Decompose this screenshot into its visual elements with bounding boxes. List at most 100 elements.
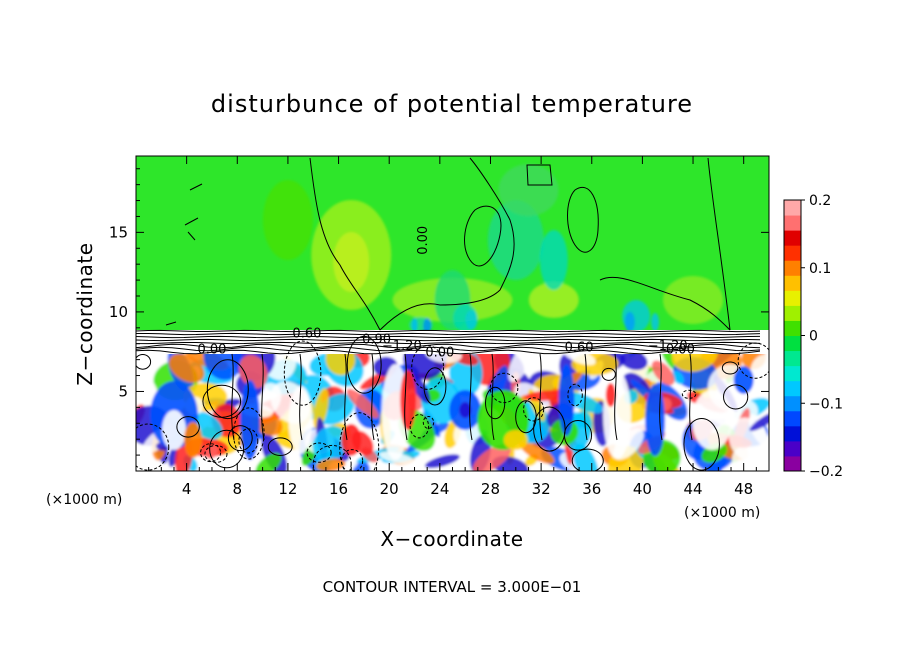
lower-contour bbox=[533, 406, 566, 452]
turbulence-structure bbox=[288, 386, 313, 454]
contour-label: 0.00 bbox=[416, 226, 431, 255]
turbulence-cell bbox=[136, 368, 160, 412]
inversion-contour bbox=[136, 332, 761, 336]
colorbar-swatch bbox=[784, 230, 801, 246]
contour-labels: 0.000.600.600.00 0.00−1.20 −1.200.000.90 bbox=[197, 226, 694, 361]
x-unit-label: (×1000 m) bbox=[684, 505, 760, 521]
lower-contour bbox=[283, 340, 322, 406]
plot-area: 0.000.600.600.00 0.00−1.20 −1.200.000.90 bbox=[136, 156, 769, 471]
inversion-contour bbox=[136, 349, 761, 355]
lower-contour bbox=[346, 335, 382, 394]
lower-contour bbox=[683, 417, 720, 471]
y-tick-label: 5 bbox=[118, 382, 128, 400]
contour-label: 0.00 bbox=[197, 342, 226, 357]
small-contour bbox=[165, 183, 203, 326]
lower-contour bbox=[411, 344, 445, 390]
colorbar-tick-label: 0.1 bbox=[809, 261, 831, 277]
lower-contour bbox=[423, 367, 447, 406]
turbulence-cell bbox=[672, 370, 684, 385]
turbulence-cell bbox=[450, 354, 479, 366]
colorbar-swatch bbox=[784, 410, 801, 427]
contour-label: −1.20 bbox=[382, 339, 422, 354]
x-axis: 4 8 12 16 20 24 28 32 36 40 44 48 bbox=[148, 156, 757, 498]
inversion-contour bbox=[136, 343, 761, 349]
contour-label: 0.60 bbox=[565, 341, 594, 356]
upper-blob bbox=[663, 276, 724, 324]
y-tick-label: 15 bbox=[109, 223, 128, 241]
lower-contour bbox=[136, 423, 170, 471]
turbulence-cell bbox=[313, 388, 329, 430]
turbulence-structure bbox=[239, 380, 260, 460]
x-tick-label: 36 bbox=[582, 480, 601, 498]
turbulence-structure bbox=[503, 430, 528, 450]
turbulence-cell bbox=[403, 354, 447, 380]
colorbar-swatch bbox=[784, 260, 801, 276]
zero-contour bbox=[309, 157, 731, 331]
colorbar-tick-label: −0.1 bbox=[809, 396, 843, 412]
lower-contour bbox=[737, 342, 769, 379]
colorbar-tick-label: 0 bbox=[809, 329, 818, 345]
turbulence-structure bbox=[645, 384, 666, 456]
lower-contour bbox=[681, 389, 697, 399]
lower-contour bbox=[723, 384, 749, 410]
turbulence-structure bbox=[400, 370, 417, 430]
lower-contour bbox=[523, 397, 545, 422]
x-tick-label: 28 bbox=[481, 480, 500, 498]
x-tick-label: 32 bbox=[532, 480, 551, 498]
turbulence-cell bbox=[255, 453, 282, 471]
turbulence-cell bbox=[472, 444, 512, 471]
upper-blob bbox=[465, 310, 478, 330]
colorbar-swatch bbox=[784, 335, 801, 352]
contour-label: −1.20 bbox=[648, 339, 688, 354]
turbulence-cell bbox=[659, 354, 677, 371]
colorbar-swatch bbox=[784, 215, 801, 231]
turbulence-structure bbox=[605, 383, 616, 407]
zero-contour bbox=[526, 164, 553, 186]
upper-blob bbox=[333, 232, 370, 292]
lower-contour bbox=[209, 429, 245, 469]
lower-contour bbox=[584, 353, 588, 441]
lower-contour bbox=[339, 412, 380, 471]
lower-contour bbox=[312, 444, 352, 471]
x-axis-label: X−coordinate bbox=[380, 527, 523, 551]
lower-contour bbox=[371, 353, 375, 441]
lower-contour bbox=[409, 414, 430, 439]
turbulence-structure bbox=[733, 366, 754, 394]
colorbar-swatch bbox=[784, 455, 801, 472]
lower-contour bbox=[231, 353, 235, 441]
lower-contour bbox=[614, 353, 618, 441]
lower-contour bbox=[567, 383, 583, 407]
turbulence-cell bbox=[168, 354, 205, 383]
contour-interval-note: CONTOUR INTERVAL = 3.000E−01 bbox=[323, 578, 582, 596]
upper-blob bbox=[528, 282, 579, 318]
lower-features bbox=[136, 354, 769, 471]
colorbar-swatch bbox=[784, 365, 801, 382]
inversion-contour bbox=[136, 338, 761, 342]
upper-blob bbox=[487, 200, 544, 280]
zero-contour bbox=[464, 205, 502, 267]
turbulence-structure bbox=[603, 371, 632, 459]
lower-contour bbox=[206, 359, 249, 420]
upper-features bbox=[262, 164, 724, 334]
colorbar-tick-label: 0.2 bbox=[809, 193, 831, 209]
x-tick-label: 12 bbox=[278, 480, 297, 498]
x-tick-label: 48 bbox=[734, 480, 753, 498]
colorbar: 0.2 0.1 0 −0.1 −0.2 bbox=[783, 193, 843, 480]
y-unit-label: (×1000 m) bbox=[46, 492, 122, 508]
lower-contour bbox=[571, 448, 604, 471]
turbulence-cell bbox=[651, 360, 675, 386]
lower-contour bbox=[176, 416, 200, 438]
upper-blob bbox=[411, 318, 418, 332]
lower-contour bbox=[491, 353, 495, 441]
zero-contour bbox=[567, 187, 599, 253]
lower-contour bbox=[344, 353, 348, 441]
inversion-contour bbox=[136, 335, 761, 339]
lower-contour bbox=[404, 353, 408, 441]
inversion-contour bbox=[136, 341, 761, 345]
turbulence-cell bbox=[573, 443, 599, 471]
y-axis: 5 10 15 bbox=[109, 168, 769, 456]
lower-contour bbox=[261, 353, 265, 441]
lower-contour bbox=[659, 353, 663, 441]
turbulence-structure bbox=[558, 364, 575, 436]
colorbar-swatch bbox=[784, 305, 801, 321]
